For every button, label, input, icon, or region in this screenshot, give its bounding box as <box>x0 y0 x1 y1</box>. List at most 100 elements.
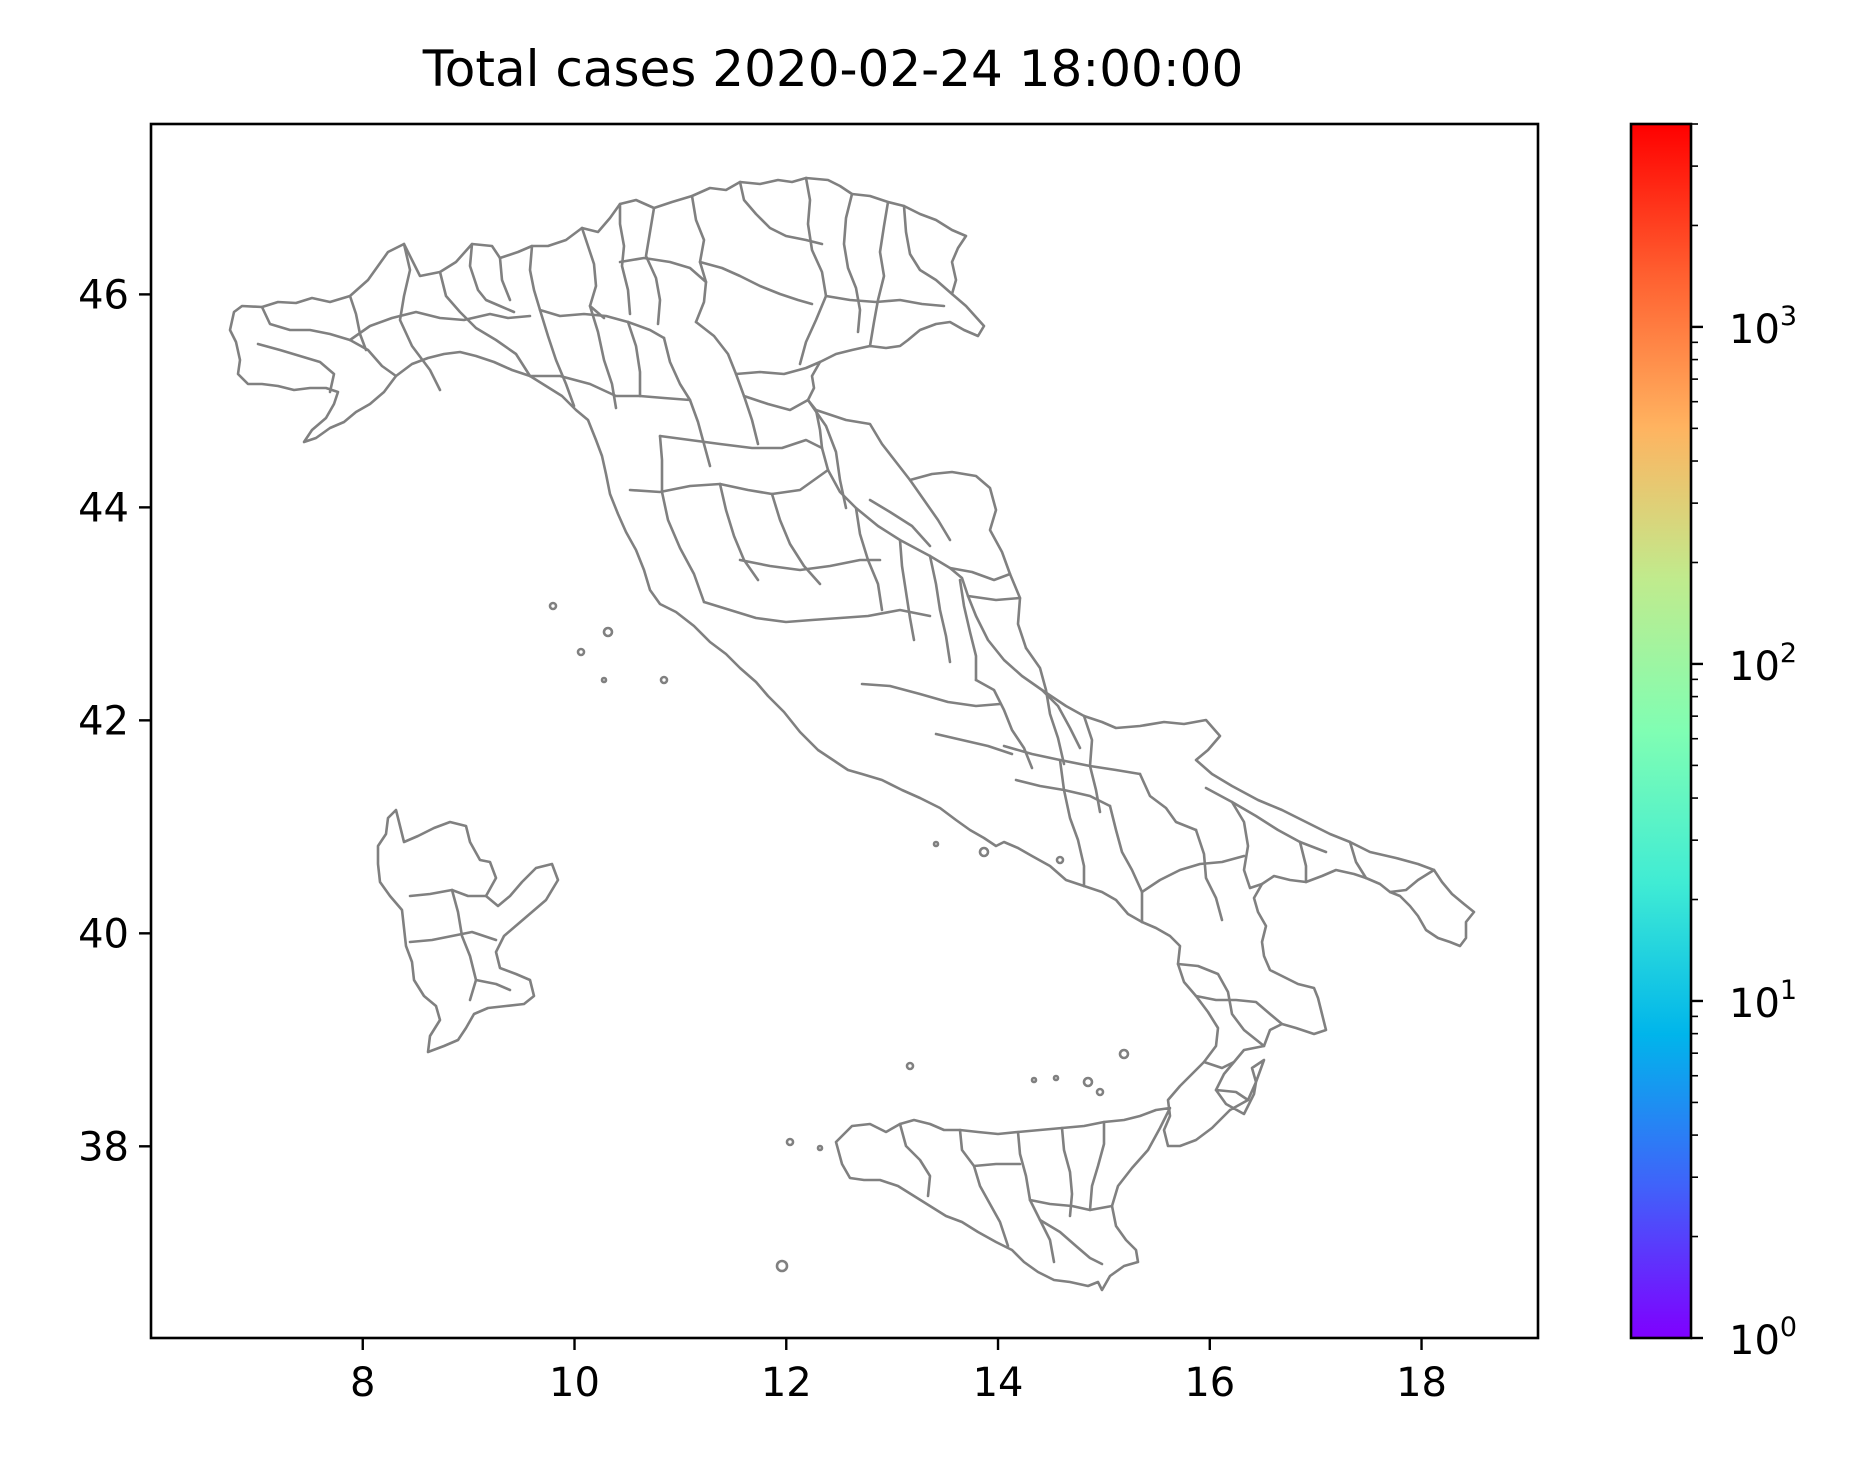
boundary-line <box>450 888 478 1002</box>
small-islands <box>548 601 1130 1273</box>
boundary-line <box>348 294 368 352</box>
boundary-line <box>1348 840 1368 880</box>
boundary-line <box>868 200 890 348</box>
boundary-line <box>528 374 692 402</box>
boundary-line <box>474 978 512 992</box>
island <box>1082 1076 1094 1088</box>
boundary-line <box>734 360 822 376</box>
boundary-line <box>1108 804 1144 924</box>
boundary-line <box>662 336 712 468</box>
boundary-line <box>702 600 932 624</box>
island <box>1095 1087 1105 1097</box>
boundary-line <box>498 256 512 302</box>
boundary-line <box>860 682 1002 708</box>
colorbar-tick-exponent: 2 <box>1780 638 1797 669</box>
colorbar-tick-exponent: 1 <box>1780 975 1797 1006</box>
x-tick-label: 10 <box>549 1360 600 1406</box>
boundary-line <box>1194 828 1224 922</box>
island <box>775 1259 789 1273</box>
island <box>548 601 558 611</box>
boundary-line <box>898 538 916 642</box>
x-axis: 8 10 12 14 16 18 <box>350 1338 1447 1406</box>
boundary-line <box>658 434 706 604</box>
y-tick-label: 46 <box>78 272 129 318</box>
map-axes: 8 10 12 14 16 18 38 40 42 44 46 <box>78 122 1540 1406</box>
colorbar-tick-label: 102 <box>1729 638 1797 690</box>
boundary-line <box>868 498 932 548</box>
boundary-line <box>738 180 824 246</box>
colorbar-tick-exponent: 3 <box>1780 301 1797 332</box>
sardinia-boundaries <box>408 888 512 1002</box>
boundary-line <box>618 256 708 284</box>
colorbar-tick-base: 10 <box>1729 307 1780 353</box>
boundary-line <box>770 492 822 586</box>
boundary-line <box>644 206 662 326</box>
boundary-line <box>1028 1198 1114 1212</box>
boundary-line <box>966 594 1022 602</box>
boundary-line <box>1388 868 1436 894</box>
boundary-line <box>958 578 978 682</box>
boundary-line <box>1024 646 1066 766</box>
boundary-line <box>928 554 952 664</box>
boundary-line <box>814 408 952 542</box>
sicily-outline <box>834 1106 1172 1292</box>
island <box>602 626 614 638</box>
boundary-line <box>842 192 862 334</box>
boundary-line <box>948 566 1028 650</box>
boundary-line <box>468 242 516 314</box>
colorbar-tick-label: 100 <box>1729 1312 1797 1364</box>
colorbar-tick-exponent: 0 <box>1780 1312 1797 1343</box>
boundary-line <box>742 394 810 412</box>
boundary-line <box>698 260 814 306</box>
boundary-line <box>908 470 1012 576</box>
colorbar-tick-base: 10 <box>1729 1318 1780 1364</box>
boundary-line <box>1002 744 1142 776</box>
boundary-line <box>898 1122 932 1198</box>
island <box>785 1137 795 1147</box>
island <box>659 675 669 685</box>
boundary-line <box>958 1128 1010 1248</box>
boundary-line <box>1298 840 1308 884</box>
boundary-line <box>824 294 946 308</box>
boundary-line <box>1138 772 1198 832</box>
boundary-line <box>348 310 532 342</box>
colorbar-tick-base: 10 <box>1729 981 1780 1027</box>
colorbar-tick-label: 103 <box>1729 301 1797 353</box>
boundary-line <box>260 305 398 378</box>
boundary-line <box>1060 1126 1074 1218</box>
island <box>1055 855 1065 865</box>
boundary-line <box>1038 1218 1104 1266</box>
boundary-line <box>718 482 760 582</box>
boundary-line <box>1230 800 1328 854</box>
boundary-line <box>1040 688 1082 750</box>
boundary-line <box>256 342 336 394</box>
island <box>1052 1074 1060 1082</box>
province-boundaries <box>256 176 1436 1102</box>
boundary-line <box>438 270 532 378</box>
boundary-line <box>798 176 828 366</box>
sardinia-outline <box>376 808 560 1054</box>
boundary-line <box>580 226 606 320</box>
boundary-line <box>1194 994 1284 1026</box>
italy-provinces-map <box>228 176 1476 1292</box>
boundary-line <box>538 308 576 408</box>
boundary-line <box>1140 854 1246 894</box>
colorbar-gradient <box>1631 124 1691 1338</box>
y-axis: 38 40 42 44 46 <box>78 272 151 1170</box>
boundary-line <box>1202 1060 1236 1070</box>
boundary-line <box>658 434 824 450</box>
chart-title: Total cases 2020-02-24 18:00:00 <box>422 40 1244 98</box>
boundary-line <box>934 732 1014 756</box>
boundary-line <box>408 930 498 944</box>
boundary-line <box>628 468 830 496</box>
island <box>600 676 608 684</box>
boundary-line <box>972 1162 1022 1168</box>
boundary-line <box>626 320 642 398</box>
boundary-line <box>1176 962 1266 1048</box>
colorbar-frame <box>1629 122 1693 1340</box>
boundary-line <box>738 558 882 572</box>
sicily-boundaries <box>898 1120 1114 1266</box>
